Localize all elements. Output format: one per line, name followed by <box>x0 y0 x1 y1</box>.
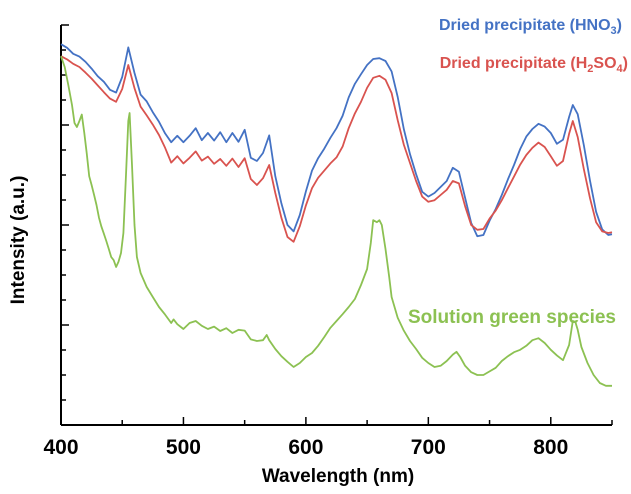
legend-hno3: Dried precipitate (HNO3) <box>439 17 622 37</box>
x-tick-label: 800 <box>533 436 568 459</box>
axes: 400 500 600 700 800 <box>43 24 613 459</box>
legend-hno3-part: ) <box>617 17 622 34</box>
x-tick-label: 600 <box>288 436 323 459</box>
label-solution-green-species: Solution green species <box>408 307 616 328</box>
legend-h2so4-part: SO <box>593 55 616 72</box>
legend-h2so4: Dried precipitate (H2SO4) <box>440 55 628 75</box>
series-line-h2so4 <box>60 55 613 243</box>
series-line-hno3 <box>60 43 613 238</box>
legend-hno3-sub: 3 <box>611 25 617 37</box>
legend-h2so4-sub: 2 <box>587 63 593 75</box>
legend-h2so4-part: Dried precipitate (H <box>440 55 588 72</box>
y-axis-title: Intensity (a.u.) <box>8 176 29 305</box>
x-axis-title: Wavelength (nm) <box>262 466 414 487</box>
legend-hno3-part: Dried precipitate (HNO <box>439 17 611 34</box>
series-lines <box>60 43 613 387</box>
x-tick-label: 400 <box>43 436 78 459</box>
legend-h2so4-part: ) <box>623 55 628 72</box>
x-tick-label: 700 <box>411 436 446 459</box>
series-line-solution-green <box>60 55 612 387</box>
x-tick-label: 500 <box>166 436 201 459</box>
legend-h2so4-sub: 4 <box>617 63 624 75</box>
